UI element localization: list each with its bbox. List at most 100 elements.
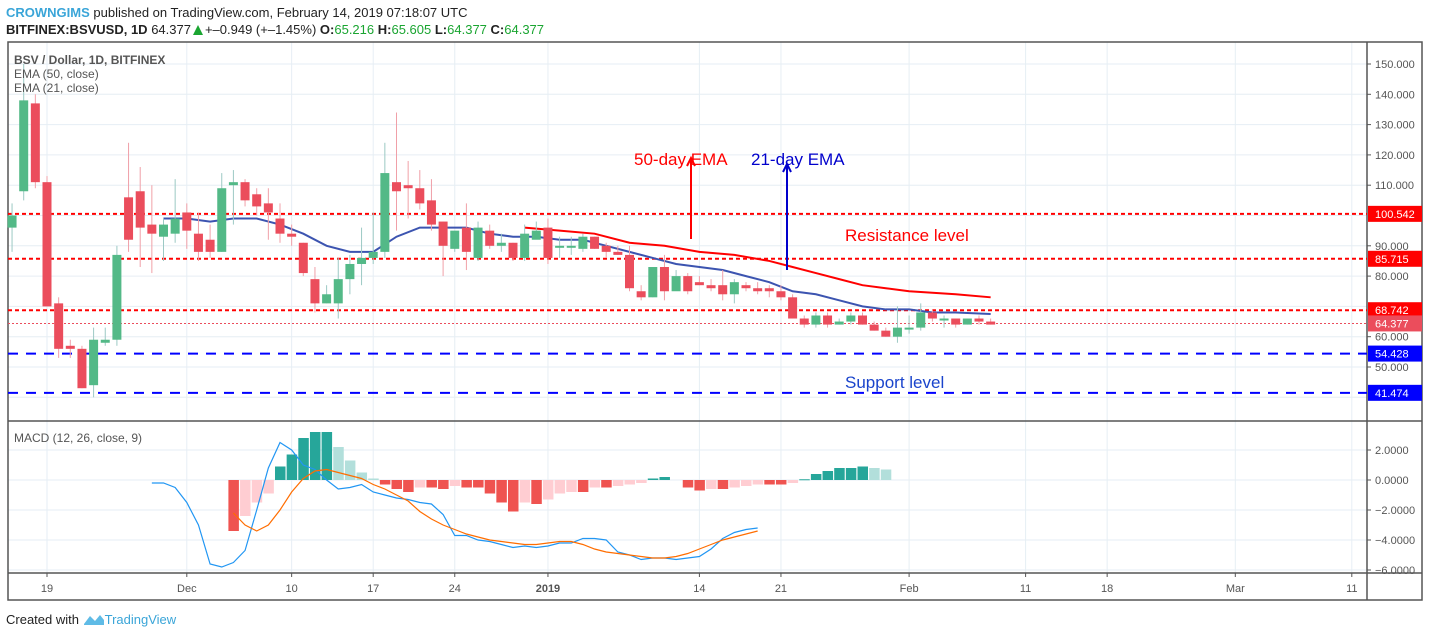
- series-title: BSV / Dollar, 1D, BITFINEX: [14, 53, 166, 67]
- price-tag-label: 100.542: [1375, 209, 1415, 221]
- tradingview-logo-icon: [83, 615, 104, 625]
- macd-histogram-bar: [519, 480, 531, 503]
- macd-histogram-bar: [321, 432, 333, 480]
- candle-body: [823, 315, 833, 325]
- macd-histogram-bar: [752, 480, 764, 485]
- open-value: 65.216: [334, 22, 375, 37]
- macd-histogram-bar: [275, 466, 286, 480]
- author-name[interactable]: CROWNGIMS: [6, 5, 90, 20]
- candle-body: [450, 230, 460, 249]
- price-tag: [1368, 302, 1422, 319]
- price-tag: [1368, 315, 1422, 332]
- candle-body: [555, 245, 565, 248]
- macd-histogram-bar: [496, 480, 507, 503]
- candle-body: [718, 285, 728, 295]
- time-tick-label: 19: [41, 583, 53, 595]
- candle-body: [30, 103, 40, 183]
- candle-body: [19, 100, 29, 192]
- macd-histogram-bar: [554, 480, 566, 494]
- candle-body: [368, 251, 378, 258]
- macd-histogram-bar: [601, 480, 612, 488]
- candle-body: [671, 276, 681, 292]
- footer: Created with TradingView: [6, 612, 176, 627]
- macd-histogram-bar: [682, 480, 694, 488]
- macd-histogram-bar: [344, 460, 356, 480]
- ema50-line: [524, 226, 991, 299]
- candle-body: [415, 188, 425, 204]
- candle-body: [764, 288, 774, 292]
- candle-body: [263, 203, 273, 213]
- candle-body: [892, 327, 902, 337]
- candle-body: [951, 318, 961, 325]
- macd-legend[interactable]: MACD (12, 26, close, 9): [14, 431, 143, 445]
- candle-body: [776, 291, 786, 298]
- candle-body: [566, 245, 576, 248]
- candle-body: [298, 242, 308, 274]
- macd-histogram-bar: [228, 480, 239, 531]
- resistance-annotation: Resistance level: [845, 226, 969, 245]
- candle-body: [147, 224, 157, 234]
- created-with-text: Created with: [6, 612, 79, 627]
- macd-histogram-bar: [857, 466, 868, 480]
- ema50-legend[interactable]: EMA (50, close): [14, 67, 99, 81]
- macd-histogram-bar: [799, 479, 810, 481]
- ema21-arrow-head: [782, 161, 792, 173]
- price-tag-label: 68.742: [1375, 305, 1409, 317]
- candle-body: [753, 288, 763, 292]
- price-change: +–0.949 (+–1.45%): [204, 22, 317, 37]
- macd-histogram-bar: [298, 438, 309, 480]
- macd-histogram-bar: [787, 480, 799, 483]
- candle-body: [939, 318, 949, 321]
- macd-histogram-bar: [508, 480, 519, 512]
- ema50-arrow-head: [686, 155, 696, 167]
- macd-histogram-bar: [764, 480, 775, 485]
- macd-histogram-bar: [834, 468, 845, 480]
- candle-body: [508, 242, 518, 258]
- candle-body: [322, 294, 332, 304]
- candle-body: [788, 297, 798, 319]
- candle-body: [834, 321, 844, 325]
- candle-body: [7, 215, 17, 228]
- candle-body: [531, 230, 541, 240]
- macd-tick-label: −4.0000: [1375, 535, 1415, 547]
- tradingview-link[interactable]: TradingView: [104, 612, 177, 627]
- macd-histogram-bar: [636, 480, 647, 483]
- candle-body: [986, 321, 996, 325]
- macd-histogram-bar: [869, 468, 880, 480]
- candle-body: [881, 330, 891, 337]
- candle-body: [659, 267, 669, 292]
- candle-body: [100, 339, 110, 343]
- macd-histogram-bar: [263, 480, 274, 494]
- time-tick-label: Mar: [1226, 583, 1245, 595]
- candle-body: [380, 173, 390, 252]
- macd-histogram-bar: [729, 480, 740, 488]
- price-tick-label: 50.000: [1375, 362, 1409, 374]
- high-label: H:: [377, 22, 392, 37]
- candle-body: [962, 318, 972, 325]
- candle-body: [403, 185, 413, 189]
- candle-body: [590, 236, 600, 249]
- candle-body: [310, 279, 320, 304]
- close-label: C:: [490, 22, 505, 37]
- candle-body: [135, 191, 145, 228]
- candle-body: [461, 227, 471, 252]
- macd-histogram-bar: [438, 480, 449, 489]
- macd-histogram-bar: [403, 480, 414, 492]
- symbol-info: BITFINEX:BSVUSD, 1D 64.377 +–0.949 (+–1.4…: [6, 22, 544, 37]
- price-tick-label: 90.000: [1375, 241, 1409, 253]
- candle-body: [357, 257, 367, 264]
- price-tag-label: 41.474: [1375, 388, 1409, 400]
- candle-body: [193, 233, 203, 252]
- macd-histogram-bar: [461, 480, 472, 488]
- candle-body: [473, 227, 483, 258]
- price-tag: [1368, 345, 1422, 362]
- low-value: 64.377: [447, 22, 487, 37]
- candle-body: [799, 318, 809, 325]
- candle-body: [741, 285, 751, 289]
- macd-histogram-bar: [368, 478, 379, 480]
- price-tag-label: 54.428: [1375, 349, 1409, 361]
- ema21-legend[interactable]: EMA (21, close): [14, 81, 99, 95]
- macd-histogram-bar: [566, 480, 577, 492]
- symbol-label: BITFINEX:BSVUSD, 1D: [6, 22, 148, 37]
